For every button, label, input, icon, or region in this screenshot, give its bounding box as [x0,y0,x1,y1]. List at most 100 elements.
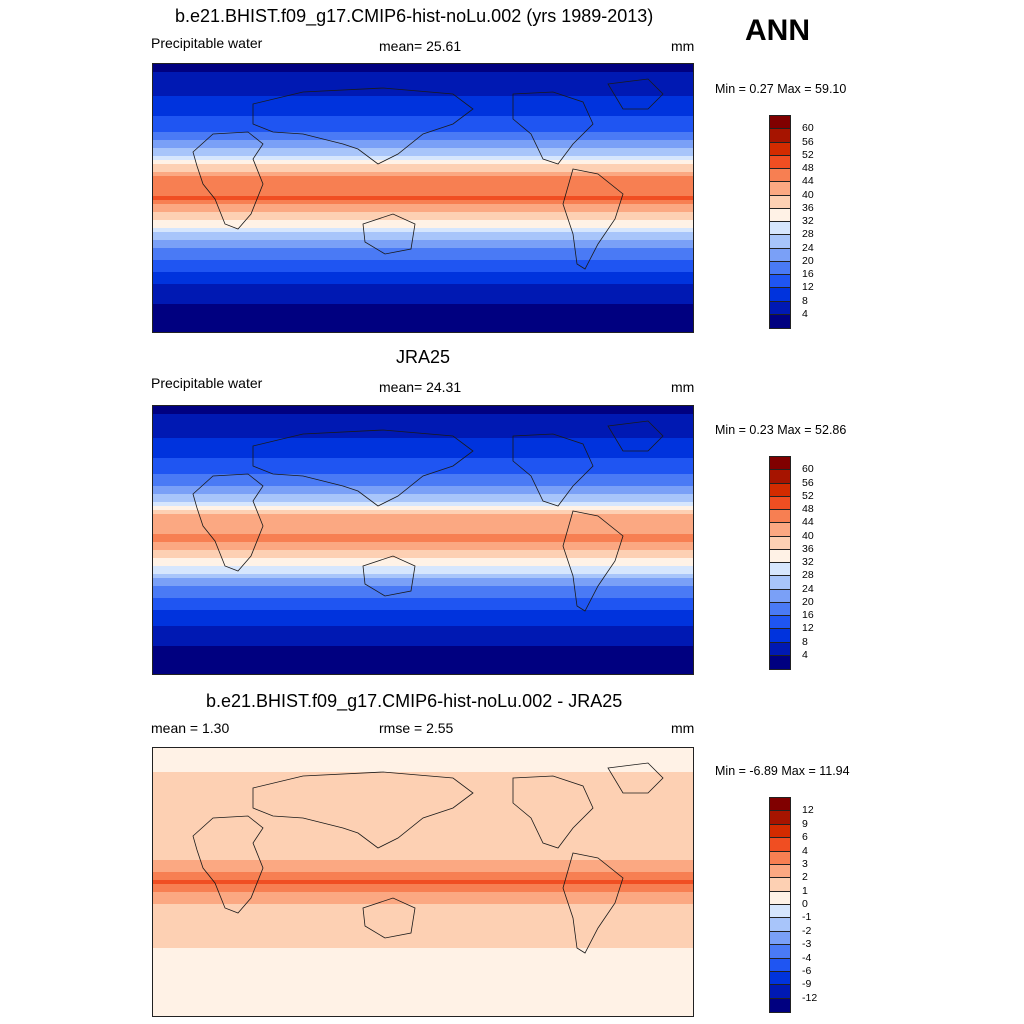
field-band [153,148,693,153]
field-band [153,852,693,857]
colorbar-swatch [770,824,790,839]
field-band [153,666,693,671]
colorbar-swatch [770,851,790,865]
field-band [153,864,693,869]
field-band [153,1008,693,1013]
colorbar-swatch [770,629,790,643]
field-band [153,76,693,81]
colorbar-swatch [770,602,790,616]
field-band [153,772,693,777]
field-band [153,848,693,853]
colorbar-tick-label: 20 [802,595,814,608]
field-band [153,108,693,113]
colorbar-swatch [770,838,790,852]
field-band [153,550,693,555]
field-band [153,578,693,583]
field-band [153,252,693,257]
colorbar-swatch [770,129,790,143]
field-band [153,478,693,483]
colorbar-swatch [770,958,790,972]
field-band [153,406,693,411]
field-band [153,280,693,285]
colorbar-swatch [770,314,790,328]
colorbar-swatch [770,655,790,669]
field-band [153,494,693,499]
field-band [153,212,693,217]
field-band [153,68,693,73]
field-band [153,916,693,921]
colorbar-swatch [770,169,790,183]
field-band [153,988,693,993]
panel2-units-label: mm [671,379,695,395]
field-band [153,904,693,909]
field-band [153,944,693,949]
panel2-minmax: Min = 0.23 Max = 52.86 [715,423,847,437]
panel3-minmax: Min = -6.89 Max = 11.94 [715,764,850,778]
field-band [153,316,693,321]
colorbar-swatch [770,563,790,577]
field-band [153,486,693,491]
field-band [153,228,693,233]
coastline [562,852,624,954]
colorbar-swatch [770,275,790,289]
field-band [153,498,693,503]
field-band [153,760,693,765]
field-band [153,932,693,937]
field-band [153,956,693,961]
field-band [153,526,693,531]
coastline [252,87,474,165]
field-band [153,952,693,957]
field-band [153,948,693,953]
panel1-colorbar [769,115,791,329]
field-band [153,88,693,93]
field-band [153,80,693,85]
colorbar-swatch [770,864,790,879]
field-band [153,160,693,165]
colorbar-tick-label: 8 [802,294,808,307]
field-band [153,1000,693,1005]
field-band [153,868,693,873]
field-band [153,670,693,674]
field-band [153,748,693,753]
field-band [153,554,693,559]
field-band [153,300,693,305]
colorbar-swatch [770,878,790,892]
colorbar-swatch [770,589,790,603]
field-band [153,454,693,459]
field-band [153,462,693,467]
colorbar-swatch [770,222,790,236]
field-band [153,104,693,109]
field-band [153,296,693,301]
field-band [153,284,693,289]
colorbar-swatch [770,470,790,484]
field-band [153,236,693,241]
field-band [153,860,693,865]
field-band [153,574,693,579]
field-band [153,418,693,423]
colorbar-tick-label: 28 [802,228,814,241]
field-band [153,204,693,209]
field-band [153,992,693,997]
colorbar-tick-label: 0 [802,898,808,910]
coastline [607,78,664,110]
colorbar-tick-label: 40 [802,529,814,542]
colorbar-tick-label: 28 [802,569,814,582]
field-band [153,470,693,475]
field-band [153,152,693,157]
field-band [153,518,693,523]
colorbar-tick-label: 24 [802,241,814,254]
coastline [607,420,664,452]
colorbar-tick-label: 56 [802,135,814,148]
panel2-colorbar [769,456,791,670]
field-band [153,72,693,77]
field-band [153,968,693,973]
colorbar-tick-label: 60 [802,463,814,476]
field-band [153,638,693,643]
field-band [153,602,693,607]
field-band [153,804,693,809]
field-band [153,788,693,793]
panel1-variable-label: Precipitable water [151,35,263,51]
field-band [153,586,693,591]
colorbar-tick-label: 44 [802,175,814,188]
field-band [153,598,693,603]
